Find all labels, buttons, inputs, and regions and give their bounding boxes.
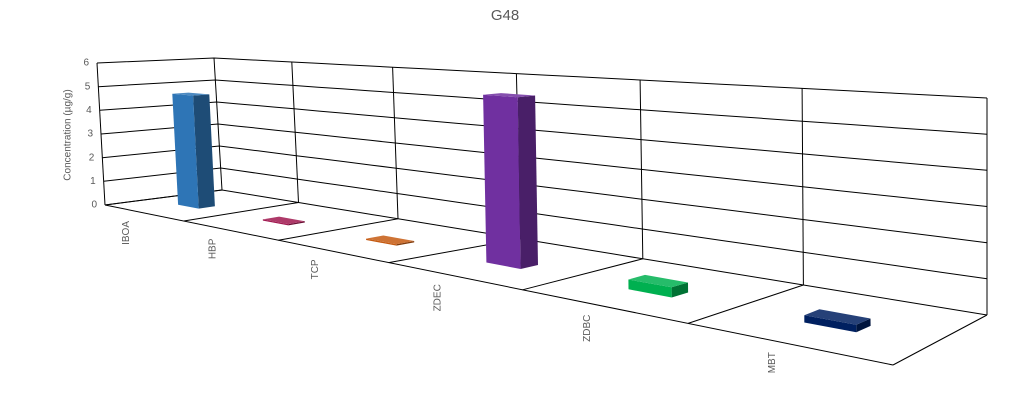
grid-line: [96, 57, 988, 99]
bar-side: [671, 282, 689, 298]
y-tick-label: 4: [86, 105, 92, 116]
chart-title: G48: [491, 7, 519, 24]
x-tick-label: IBOA: [121, 221, 132, 245]
bar: [262, 216, 305, 226]
bar: [172, 92, 215, 209]
floor-divider: [183, 202, 299, 222]
bar-top: [366, 235, 415, 245]
bar: [804, 309, 871, 333]
x-tick-label: MBT: [767, 352, 778, 373]
bar-front: [172, 93, 199, 209]
floor-divider: [892, 314, 988, 366]
floor-front-edge: [104, 204, 894, 366]
grid-line: [99, 101, 988, 171]
y-tick-label: 1: [90, 176, 96, 187]
y-tick-label: 3: [87, 129, 93, 140]
bar: [366, 235, 415, 246]
bar-front: [628, 279, 672, 298]
bar-front: [483, 94, 521, 269]
grid-line: [98, 79, 988, 135]
bar-side: [396, 241, 415, 246]
bar-top: [804, 309, 871, 325]
bar: [628, 274, 689, 298]
bar-top: [628, 274, 688, 288]
grid-line: [102, 145, 988, 244]
bar-side: [288, 221, 305, 226]
floor-divider: [522, 258, 643, 291]
x-tick-label: ZDBC: [582, 315, 593, 342]
grid-line: [100, 123, 988, 207]
x-tick-label: ZDEC: [432, 284, 443, 311]
y-tick-label: 5: [85, 81, 91, 92]
bar-top: [483, 93, 536, 98]
y-tick-label: 0: [91, 200, 97, 211]
grid-line: [104, 189, 988, 316]
bar-side: [193, 94, 215, 209]
x-tick-label: HBP: [208, 238, 219, 259]
x-tick-label: TCP: [310, 259, 321, 279]
bar: [483, 93, 538, 269]
bar-front: [262, 219, 289, 226]
bar-side: [517, 95, 538, 269]
bar-top: [172, 92, 210, 96]
y-tick-label: 6: [83, 58, 89, 69]
bar-front: [366, 238, 397, 246]
y-tick-label: 2: [89, 152, 95, 163]
bar-top: [262, 216, 305, 225]
grid-line: [103, 167, 988, 280]
bar-front: [804, 315, 857, 333]
y-axis-label: Concentration (µg/g): [63, 89, 74, 180]
floor-divider: [278, 218, 399, 241]
floor-divider: [687, 284, 804, 324]
bar-side: [856, 318, 871, 333]
